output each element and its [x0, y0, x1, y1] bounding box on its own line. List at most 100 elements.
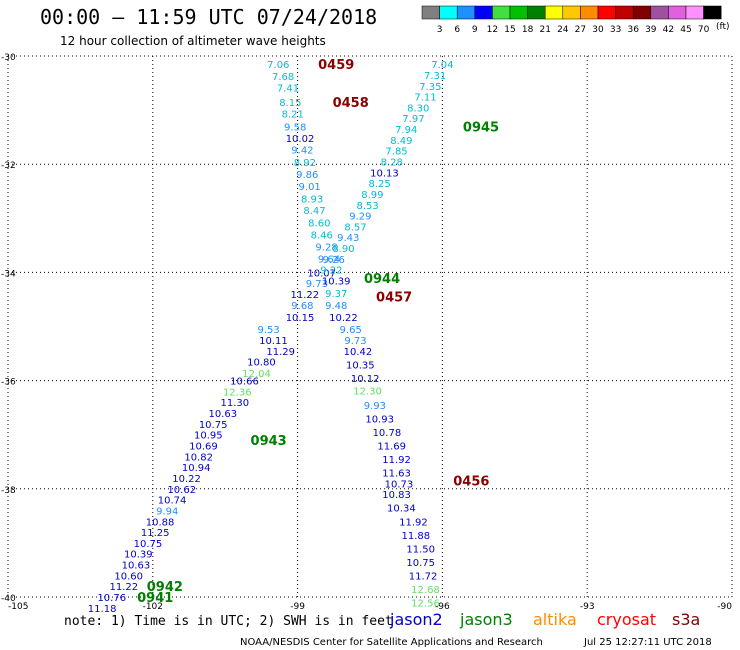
wave-height-value: 9.37 — [325, 289, 347, 300]
pass-time-label: 0941 — [137, 591, 173, 606]
color-scale-label: 9 — [472, 25, 478, 35]
wave-height-value: 9.53 — [258, 325, 280, 336]
wave-height-value: 9.64 — [318, 254, 340, 265]
mission-legend-altika: altika — [533, 610, 577, 629]
wave-height-value: 10.13 — [370, 168, 399, 179]
wave-height-value: 11.72 — [409, 571, 438, 582]
wave-height-value: 9.86 — [296, 170, 318, 181]
wave-height-value: 10.69 — [189, 442, 218, 453]
wave-height-value: 9.68 — [291, 301, 313, 312]
color-scale-swatch — [439, 5, 458, 20]
wave-height-value: 10.63 — [208, 409, 237, 420]
y-tick-label: -32 — [1, 161, 16, 171]
footer-credit: NOAA/NESDIS Center for Satellite Applica… — [240, 637, 543, 648]
color-scale-label: 45 — [680, 25, 691, 35]
wave-height-value: 8.92 — [294, 158, 316, 169]
wave-height-value: 11.88 — [402, 531, 431, 542]
wave-height-value: 11.69 — [377, 442, 406, 453]
color-scale-swatch — [544, 5, 564, 20]
color-scale-swatch — [597, 5, 616, 20]
wave-height-value: 7.04 — [431, 60, 453, 71]
wave-height-value: 9.22 — [320, 266, 342, 277]
wave-height-value: 10.93 — [365, 414, 394, 425]
mission-legend: jason2 jason3 altika cryosat s3a — [389, 610, 700, 629]
wave-height-value: 9.42 — [291, 146, 313, 157]
wave-height-value: 10.94 — [182, 463, 211, 474]
wave-height-value: 9.48 — [325, 301, 347, 312]
footer-note: note: 1) Time is in UTC; 2) SWH is in fe… — [64, 614, 393, 629]
wave-height-value: 10.15 — [286, 313, 315, 324]
wave-height-value: 8.90 — [332, 244, 354, 255]
wave-height-value: 10.39 — [322, 277, 351, 288]
y-tick-label: -30 — [1, 53, 16, 63]
color-scale-swatch — [456, 5, 476, 20]
wave-height-value: 9.93 — [364, 401, 386, 412]
wave-height-value: 10.75 — [199, 420, 228, 431]
wave-height-value: 9.65 — [340, 325, 362, 336]
y-tick-label: -34 — [1, 269, 16, 279]
wave-height-value: 9.01 — [299, 182, 321, 193]
wave-height-value: 10.42 — [344, 347, 373, 358]
chart-subtitle: 12 hour collection of altimeter wave hei… — [60, 34, 326, 48]
color-scale-swatch — [685, 5, 704, 20]
wave-height-value: 9.73 — [344, 336, 366, 347]
wave-height-value: 10.62 — [167, 485, 196, 496]
color-scale-swatch — [703, 5, 722, 20]
color-scale-swatch — [509, 5, 528, 20]
color-scale-swatch — [421, 5, 440, 20]
wave-height-value: 10.39 — [124, 550, 153, 561]
wave-height-value: 10.75 — [134, 539, 163, 550]
wave-height-value: 8.30 — [407, 103, 429, 114]
wave-height-value: 8.49 — [390, 136, 412, 147]
color-scale-label: 3 — [437, 25, 443, 35]
wave-height-value: 8.28 — [381, 157, 403, 168]
color-scale-label: 6 — [454, 25, 460, 35]
color-scale-label: 70 — [698, 25, 710, 35]
chart-grid — [7, 55, 733, 598]
x-tick-label: -90 — [717, 602, 732, 612]
color-scale-label: 15 — [504, 25, 515, 35]
wave-height-value: 12.30 — [353, 386, 382, 397]
wave-height-value: 12.56 — [411, 598, 440, 609]
wave-height-value: 7.11 — [414, 93, 436, 104]
wave-height-value: 10.80 — [247, 358, 276, 369]
wave-height-value: 8.15 — [279, 98, 301, 109]
color-scale-label: 12 — [487, 25, 498, 35]
mission-legend-s3a: s3a — [672, 610, 700, 629]
wave-height-value: 10.02 — [286, 134, 315, 145]
wave-height-value: 7.97 — [402, 114, 424, 125]
wave-height-value: 12.68 — [411, 585, 440, 596]
y-tick-label: -40 — [1, 594, 16, 604]
wave-height-value: 8.60 — [308, 219, 330, 230]
wave-height-value: 9.94 — [156, 506, 178, 517]
wave-height-value: 7.41 — [277, 83, 299, 94]
color-scale-label: 27 — [575, 25, 586, 35]
wave-height-value: 10.07 — [307, 268, 336, 279]
wave-height-value: 8.57 — [344, 222, 366, 233]
wave-height-value: 12.04 — [242, 369, 271, 380]
wave-height-value: 8.47 — [303, 206, 325, 217]
wave-height-value: 10.88 — [146, 517, 175, 528]
color-scale-label: 42 — [663, 25, 674, 35]
pass-time-label: 0942 — [147, 580, 183, 595]
mission-legend-cryosat: cryosat — [597, 610, 656, 629]
color-scale-label: 18 — [522, 25, 534, 35]
color-scale-label: 39 — [645, 25, 657, 35]
wave-height-value: 8.46 — [311, 231, 333, 242]
color-scale-swatch — [562, 5, 581, 20]
wave-height-value: 8.99 — [361, 190, 383, 201]
color-scale-swatch — [580, 5, 599, 20]
pass-time-label: 0458 — [333, 96, 369, 111]
wave-height-value: 8.21 — [282, 109, 304, 120]
x-tick-label: -96 — [435, 602, 450, 612]
wave-height-value: 10.66 — [230, 377, 259, 388]
color-scale-swatch — [492, 5, 511, 20]
wave-height-value: 10.78 — [373, 428, 402, 439]
wave-height-value: 7.94 — [395, 125, 417, 136]
wave-height-value: 11.50 — [406, 544, 435, 555]
pass-time-label: 0456 — [453, 475, 489, 490]
pass-time-label: 0459 — [318, 58, 354, 73]
color-scale-label: 21 — [539, 25, 550, 35]
